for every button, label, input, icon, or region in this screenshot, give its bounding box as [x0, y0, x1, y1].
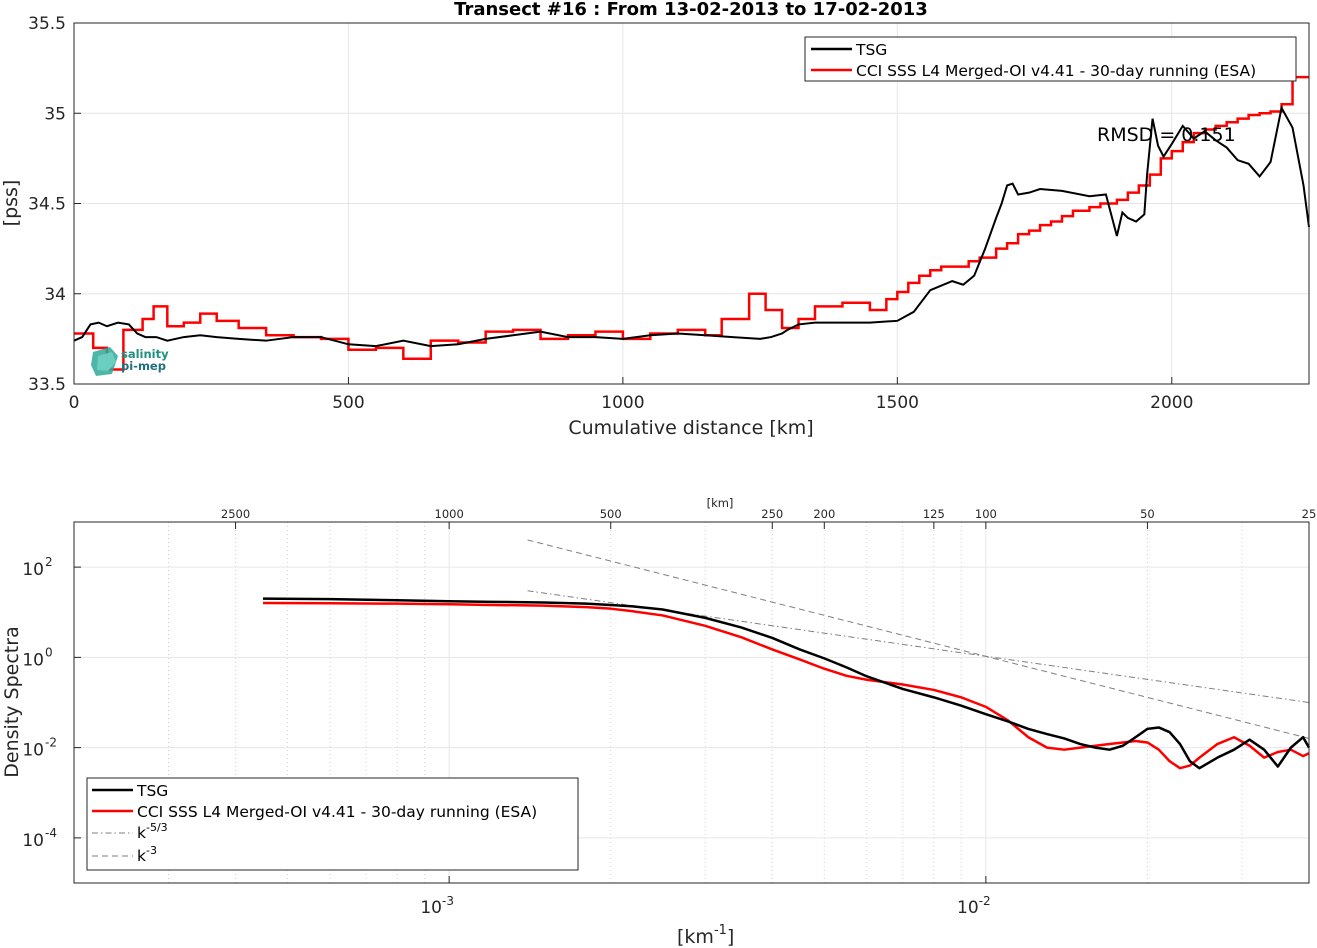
top-legend-box [804, 36, 1297, 82]
top-y-tick-label: 35 [44, 104, 66, 124]
top-y-tick-label: 35.5 [28, 14, 66, 34]
bottom-legend-tsg-label: TSG [136, 782, 168, 800]
bottom-top-tick-label: 500 [600, 507, 622, 521]
top-x-tick-label: 500 [332, 393, 364, 413]
bottom-top-tick-label: 250 [761, 507, 783, 521]
top-legend-tsg-label: TSG [855, 41, 887, 59]
bottom-series-k3-line [527, 539, 1310, 739]
top-x-tick-label: 0 [69, 393, 80, 413]
bottom-y-tick-exponent: -2 [45, 736, 57, 750]
logo-text-salinity: salinity [121, 347, 169, 361]
bottom-top-axis-label: [km] [707, 496, 734, 510]
salinity-pimep-logo: salinity pi-mep [91, 347, 169, 376]
top-y-tick-label: 34 [44, 285, 66, 305]
top-y-tick-label: 33.5 [28, 375, 66, 395]
bottom-y-tick-exponent: 0 [45, 645, 53, 659]
top-x-tick-label: 1500 [876, 393, 919, 413]
bottom-axes-box [73, 521, 1310, 884]
top-x-tick-label: 2000 [1150, 393, 1193, 413]
bottom-top-tick-label: 25 [1302, 507, 1317, 521]
top-legend: TSG CCI SSS L4 Merged-OI v4.41 - 30-day … [804, 36, 1297, 82]
bottom-top-tick-label: 125 [923, 507, 945, 521]
bottom-top-tick-label: 50 [1140, 507, 1155, 521]
top-x-tick-label: 1000 [601, 393, 644, 413]
bottom-y-tick-label: 10 [22, 741, 44, 761]
bottom-series-cci-line [263, 601, 1310, 770]
top-chart-title: Transect #16 : From 13-02-2013 to 17-02-… [454, 0, 928, 20]
top-x-axis-label: Cumulative distance [km] [568, 417, 813, 439]
bottom-top-tick-label: 200 [813, 507, 835, 521]
rmsd-annotation: RMSD = 0.151 [1097, 124, 1236, 146]
top-y-tick-label: 34.5 [28, 195, 66, 215]
bottom-legend: TSG CCI SSS L4 Merged-OI v4.41 - 30-day … [86, 777, 579, 871]
bottom-y-axis-label: Density Spectra [1, 626, 23, 777]
bottom-top-tick-label: 2500 [221, 507, 250, 521]
bottom-top-tick-label: 100 [975, 507, 997, 521]
logo-highlight [97, 352, 116, 371]
top-series [73, 75, 1310, 371]
top-chart: 0 500 1000 1500 2000 33.5 34 34.5 35 35.5 Transec… [0, 0, 1310, 439]
bottom-x-tick-label: 10-2 [957, 894, 991, 918]
top-series-tsg-line [73, 104, 1310, 348]
bottom-legend-cci-label: CCI SSS L4 Merged-OI v4.41 - 30-day runn… [137, 803, 537, 821]
bottom-x-axis-label: [km-1] [677, 923, 734, 948]
bottom-legend-k3-label: k-3 [137, 844, 157, 865]
bottom-y-tick-label: 10 [22, 831, 44, 851]
top-tick-labels: 0 500 1000 1500 2000 33.5 34 34.5 35 35.5 [28, 14, 1193, 413]
bottom-series [263, 539, 1311, 770]
bottom-legend-k53-label: k-5/3 [137, 821, 168, 842]
bottom-legend-box [86, 777, 579, 871]
bottom-top-tick-label: 1000 [435, 507, 464, 521]
top-legend-cci-label: CCI SSS L4 Merged-OI v4.41 - 30-day runn… [856, 62, 1256, 80]
top-y-axis-label: [pss] [0, 180, 22, 227]
bottom-y-tick-label: 10 [22, 650, 44, 670]
bottom-y-tick-exponent: -4 [45, 826, 57, 840]
logo-text-pimep: pi-mep [121, 359, 166, 373]
bottom-y-tick-exponent: 2 [45, 555, 53, 569]
bottom-x-tick-label: 10-3 [420, 894, 454, 918]
bottom-series-tsg-line [263, 597, 1311, 770]
bottom-y-tick-label: 10 [22, 560, 44, 580]
top-axes-box [73, 22, 1310, 385]
